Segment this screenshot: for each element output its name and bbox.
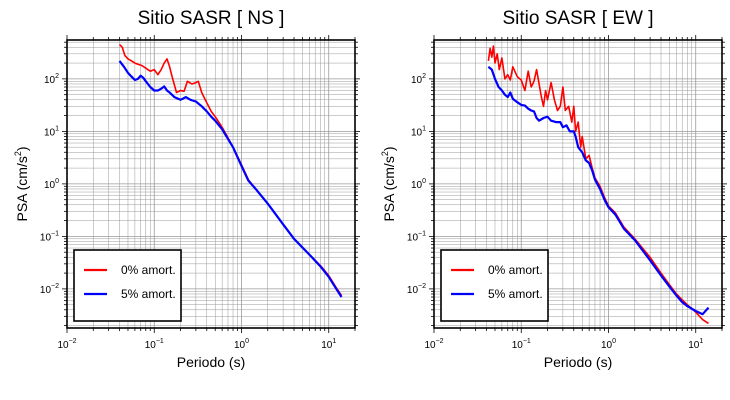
ew-x-tick-label-exp: 0 [612,338,616,345]
ns-y-tick-label-exp: 1 [55,125,59,132]
ew-y-tick-label-exp: 1 [422,125,426,132]
ns-x-tick-label: 10−1 [145,338,164,351]
ew-ticks [429,35,727,333]
ew-y-tick-label: 102 [411,73,426,86]
ew-y-tick-label-exp: −1 [418,230,426,237]
ew-x-tick-label: 100 [601,338,616,351]
ew-y-tick-label: 100 [411,178,426,191]
ns-legend-label: 0% amort. [121,263,176,277]
ns-x-tick-label-exp: 0 [245,338,249,345]
ns-x-tick-label: 10−2 [57,338,76,351]
ew-legend-box [440,249,549,322]
ns-legend-box [73,249,182,322]
ns-x-tick-label: 100 [234,338,249,351]
ns-x-tick-label-exp: −2 [69,338,77,345]
ew-x-tick-label: 101 [688,338,703,351]
ns-y-tick-label: 102 [44,73,59,86]
ns-y-tick-label-exp: 0 [55,178,59,185]
ew-x-axis-label: Periodo (s) [544,354,612,370]
ns-grid [66,40,356,328]
ew-y-tick-label-exp: −2 [418,283,426,290]
ew-x-tick-label: 10−2 [424,338,443,351]
ew-legend: 0% amort. 5% amort. [440,249,549,322]
ew-chart-panel: Sitio SASR [ EW ] 10−2 10−1 100 10110−210−1… [380,8,727,370]
ew-y-tick-label-exp: 0 [422,178,426,185]
ew-y-tick-label: 101 [411,125,426,138]
ns-y-tick-label: 10−1 [40,230,59,243]
ns-legend: 0% amort. 5% amort. [73,249,182,322]
ew-x-tick-label-exp: −1 [523,338,531,345]
ew-series-damping-5-line [487,65,710,316]
ns-y-axis-label: PSA (cm/s2) [13,146,30,221]
ns-x-tick-label: 101 [321,338,336,351]
ns-y-tick-label-exp: −1 [51,230,59,237]
ew-legend-label: 0% amort. [488,263,543,277]
ew-y-axis-label: PSA (cm/s2) [380,146,397,221]
ns-y-tick-label-exp: −2 [51,283,59,290]
ew-x-tick-label: 10−1 [512,338,531,351]
ns-legend-label: 5% amort. [121,287,176,301]
ns-series-damping-5-line [118,60,343,298]
ns-chart-title: Sitio SASR [ NS ] [138,8,285,29]
ew-y-axis-label-exp: 2 [380,151,390,156]
ew-legend-label: 5% amort. [488,287,543,301]
ns-x-tick-label-exp: 1 [332,338,336,345]
ns-y-tick-label: 100 [44,178,59,191]
ns-y-tick-label-exp: 2 [55,73,59,80]
ns-y-axis-label-tail: ) [14,146,30,151]
ns-x-axis-label: Periodo (s) [177,354,245,370]
ns-ticks [62,35,360,333]
ew-chart-title: Sitio SASR [ EW ] [503,8,654,29]
ns-y-tick-label: 10−2 [40,283,59,296]
ns-y-axis-label-exp: 2 [13,151,23,156]
ns-x-tick-label-exp: −1 [156,338,164,345]
ew-y-axis-label-tail: ) [381,146,397,151]
ns-chart-panel: Sitio SASR [ NS ] 10−2 10−1 100 10110−210−1… [13,8,360,370]
ew-x-tick-label-exp: 1 [699,338,703,345]
ew-y-tick-label: 10−2 [407,283,426,296]
ew-y-tick-label: 10−1 [407,230,426,243]
ew-x-tick-label-exp: −2 [436,338,444,345]
ns-y-tick-label: 101 [44,125,59,138]
ew-y-tick-label-exp: 2 [422,73,426,80]
